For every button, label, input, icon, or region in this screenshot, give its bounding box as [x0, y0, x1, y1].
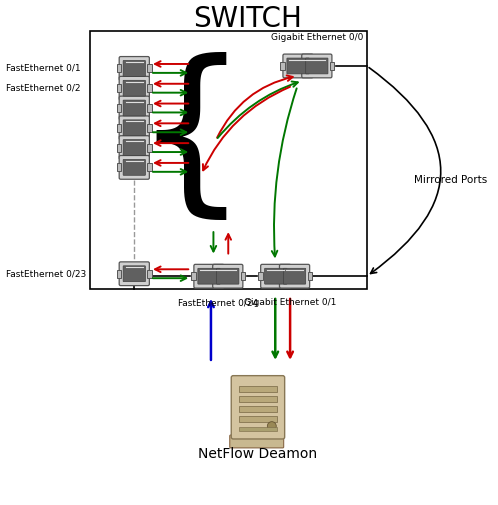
Bar	[284, 63, 331, 69]
Bar	[239, 427, 277, 431]
FancyBboxPatch shape	[302, 54, 332, 78]
Bar	[241, 272, 246, 280]
Bar	[117, 143, 121, 152]
Text: FastEthernet 0/2: FastEthernet 0/2	[5, 84, 80, 93]
Bar	[191, 272, 196, 280]
FancyBboxPatch shape	[119, 116, 149, 140]
FancyBboxPatch shape	[213, 264, 243, 288]
Text: FastEthernet 0/24: FastEthernet 0/24	[178, 298, 258, 308]
Text: SWITCH: SWITCH	[194, 5, 302, 33]
Text: Mirrored Ports: Mirrored Ports	[414, 175, 488, 185]
Bar	[258, 272, 262, 280]
FancyBboxPatch shape	[119, 57, 149, 80]
Circle shape	[267, 422, 276, 431]
FancyBboxPatch shape	[123, 160, 145, 175]
Bar	[299, 62, 304, 70]
FancyBboxPatch shape	[306, 58, 328, 74]
FancyBboxPatch shape	[260, 264, 291, 288]
Bar	[117, 124, 121, 132]
Text: FastEthernet 0/23: FastEthernet 0/23	[5, 269, 86, 278]
FancyBboxPatch shape	[279, 264, 310, 288]
Bar	[147, 84, 152, 92]
FancyBboxPatch shape	[123, 120, 145, 136]
Bar	[330, 62, 334, 70]
FancyBboxPatch shape	[264, 268, 287, 284]
FancyBboxPatch shape	[287, 58, 309, 74]
Bar	[117, 84, 121, 92]
Bar	[147, 143, 152, 152]
Bar	[239, 386, 277, 392]
Bar	[239, 406, 277, 412]
Bar	[117, 104, 121, 112]
FancyBboxPatch shape	[123, 61, 145, 76]
FancyBboxPatch shape	[119, 156, 149, 179]
FancyBboxPatch shape	[283, 268, 306, 284]
Bar	[147, 164, 152, 171]
Text: FastEthernet 0/1: FastEthernet 0/1	[5, 64, 80, 73]
Bar	[239, 396, 277, 402]
Bar	[277, 272, 281, 280]
Bar	[289, 272, 293, 280]
Bar	[308, 272, 312, 280]
Text: Gigabit Ethernet 0/1: Gigabit Ethernet 0/1	[244, 298, 336, 308]
Bar	[261, 273, 309, 279]
FancyBboxPatch shape	[198, 268, 220, 284]
Bar	[117, 270, 121, 278]
Bar	[147, 270, 152, 278]
FancyBboxPatch shape	[230, 435, 284, 448]
Text: {: {	[134, 52, 249, 228]
Bar	[147, 124, 152, 132]
Bar	[147, 65, 152, 72]
Text: Gigabit Ethernet 0/0: Gigabit Ethernet 0/0	[271, 33, 364, 42]
FancyBboxPatch shape	[123, 266, 145, 282]
FancyBboxPatch shape	[119, 262, 149, 286]
Bar	[117, 65, 121, 72]
Bar	[239, 416, 277, 422]
FancyBboxPatch shape	[283, 54, 313, 78]
FancyBboxPatch shape	[217, 268, 239, 284]
FancyBboxPatch shape	[123, 140, 145, 156]
Bar	[210, 272, 215, 280]
FancyBboxPatch shape	[119, 96, 149, 120]
Bar	[195, 273, 242, 279]
FancyBboxPatch shape	[119, 76, 149, 100]
Bar	[117, 164, 121, 171]
FancyBboxPatch shape	[119, 136, 149, 160]
Bar	[311, 62, 316, 70]
Bar	[90, 31, 367, 288]
FancyBboxPatch shape	[123, 100, 145, 116]
FancyBboxPatch shape	[194, 264, 224, 288]
FancyBboxPatch shape	[123, 80, 145, 96]
Text: NetFlow Deamon: NetFlow Deamon	[198, 447, 318, 461]
Bar	[280, 62, 285, 70]
Bar	[222, 272, 227, 280]
FancyBboxPatch shape	[231, 376, 285, 439]
Bar	[147, 104, 152, 112]
